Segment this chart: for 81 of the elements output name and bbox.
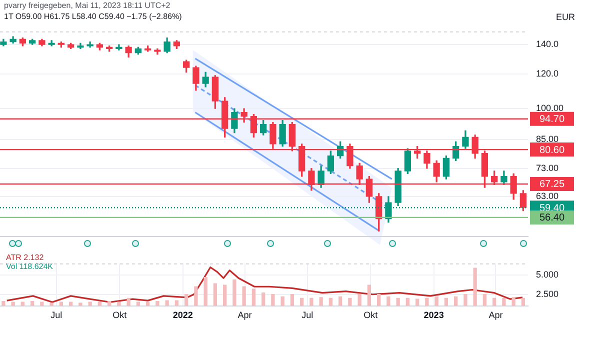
- chart-title: ATR 2.132: [6, 253, 44, 262]
- bar: [492, 298, 496, 306]
- bar: [358, 294, 362, 306]
- bar: [512, 297, 516, 306]
- y-tick-label: 100.00: [536, 103, 564, 114]
- y-tick-label: 120.0: [536, 68, 559, 78]
- bar: [98, 302, 102, 306]
- bar: [473, 268, 477, 306]
- y-axis-title: EUR: [556, 12, 576, 22]
- bar: [88, 302, 92, 306]
- bar: [338, 296, 342, 306]
- bar: [165, 300, 169, 306]
- x-tick-label: Apr: [488, 310, 503, 320]
- bar: [184, 294, 188, 306]
- x-tick-label: 2022: [172, 310, 193, 320]
- y-tick-label: 2.500: [536, 288, 559, 299]
- bar: [146, 302, 150, 306]
- chart-title: 1T O59.00 H61.75 L58.40 C59.40 −1.75 (−2.86%): [4, 12, 182, 21]
- bar: [521, 298, 526, 306]
- bar: [482, 294, 487, 306]
- x-tick-label: Jul: [302, 310, 314, 320]
- bar: [68, 302, 73, 306]
- x-tick-label: 2023: [424, 310, 444, 320]
- bar: [310, 298, 314, 306]
- bar: [222, 284, 227, 306]
- y-tick-label: 73.00: [536, 162, 559, 173]
- bar: [136, 302, 140, 306]
- bar: [502, 298, 506, 306]
- bar: [367, 284, 372, 306]
- bar: [30, 301, 34, 306]
- bar: [464, 294, 468, 306]
- bar: [280, 296, 284, 306]
- bar: [156, 301, 160, 306]
- bar: [300, 298, 304, 306]
- bar: [328, 298, 333, 306]
- bar: [40, 302, 44, 306]
- bar: [252, 288, 256, 306]
- bar: [290, 294, 294, 306]
- bar: [194, 286, 198, 306]
- candlestick: [154, 48, 161, 55]
- bar: [261, 292, 266, 306]
- bar: [232, 279, 236, 306]
- bar: [386, 296, 390, 306]
- bar: [50, 302, 54, 306]
- bar: [454, 296, 458, 306]
- bar: [415, 298, 420, 306]
- ref-line-label: 67.25: [539, 179, 565, 190]
- bar: [59, 302, 64, 306]
- bar: [174, 300, 179, 306]
- bar: [348, 298, 352, 306]
- bar: [107, 301, 112, 306]
- bar: [78, 302, 82, 306]
- ref-line-label: 94.70: [539, 114, 565, 126]
- bar: [406, 298, 410, 306]
- x-tick-label: Apr: [238, 310, 252, 320]
- bar: [204, 277, 208, 306]
- bar: [319, 297, 323, 306]
- bar: [271, 294, 275, 306]
- y-tick-label: 5.000: [536, 270, 559, 280]
- bar: [2, 301, 6, 306]
- bar: [20, 302, 25, 306]
- bar: [117, 302, 121, 306]
- ref-line-label: 80.60: [539, 144, 565, 156]
- text: pvarry freigegeben, Mai 11, 2023 18:11 UTC+2: [4, 1, 170, 10]
- y-tick-label: 63.00: [536, 190, 559, 201]
- x-tick-label: Okt: [364, 310, 378, 320]
- x-tick-label: Okt: [112, 310, 128, 320]
- bar: [11, 302, 15, 306]
- bar: [425, 298, 429, 306]
- bar: [434, 296, 438, 306]
- bar: [213, 283, 218, 306]
- x-tick-label: Jul: [50, 310, 62, 320]
- bar: [126, 298, 130, 306]
- bar: [242, 286, 246, 306]
- bar: [444, 298, 448, 306]
- y-tick-label: 140.0: [536, 39, 559, 50]
- bar: [396, 298, 400, 306]
- annotation: Vol 118.624K: [6, 262, 54, 271]
- ref-line-label: 56.40: [539, 212, 565, 224]
- bar: [376, 294, 381, 306]
- y-tick-label: 85.00: [536, 134, 559, 144]
